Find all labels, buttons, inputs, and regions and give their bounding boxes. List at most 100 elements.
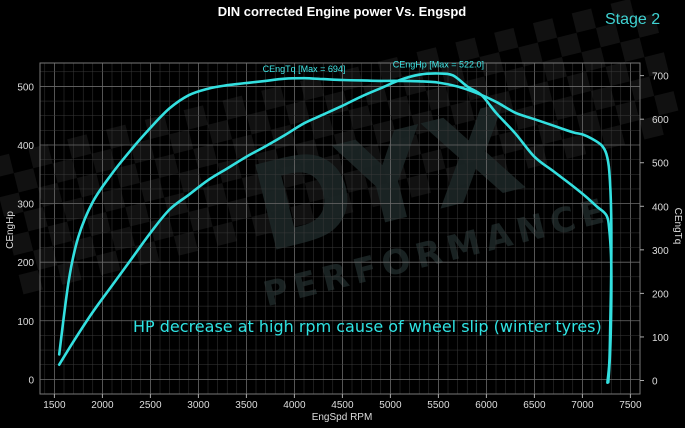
watermark-check-square xyxy=(207,119,233,145)
x-tick-label: 1500 xyxy=(43,400,66,411)
watermark-check-square xyxy=(406,173,431,198)
y-right-tick-label: 300 xyxy=(652,246,669,257)
watermark-check-square xyxy=(300,76,325,101)
watermark-check-square xyxy=(615,100,640,125)
right-axis-ticks: 0 100 200 300 400 500 600 700 xyxy=(640,72,669,387)
watermark-check-square xyxy=(319,153,344,179)
watermark-check-square xyxy=(421,149,446,174)
watermark-check-square xyxy=(581,47,606,72)
watermark-check-square xyxy=(450,100,475,125)
y-right-tick-label: 400 xyxy=(652,202,669,213)
y-right-tick-label: 200 xyxy=(652,289,669,300)
watermark-check-square xyxy=(455,37,480,62)
x-tick-label: 4000 xyxy=(283,400,306,411)
y-left-tick-label: 200 xyxy=(17,258,34,269)
x-tick-label: 2000 xyxy=(91,400,114,411)
watermark-check-square xyxy=(329,192,354,217)
watermark-check-square xyxy=(91,148,116,174)
watermark-check-square xyxy=(644,52,669,77)
left-axis-ticks: 0 100 200 300 400 500 xyxy=(17,82,34,386)
x-tick-label: 4500 xyxy=(331,400,354,411)
watermark-check-square xyxy=(382,158,407,184)
watermark-check-square xyxy=(561,134,587,159)
watermark-check-square xyxy=(52,158,77,183)
x-tick-label: 3000 xyxy=(187,400,210,411)
series-labels: CEngTq [Max = 694] CEngHp [Max = 522.0] xyxy=(263,60,484,75)
watermark-check-square xyxy=(8,231,34,256)
watermark-check-square xyxy=(518,42,543,67)
watermark-check-square xyxy=(101,187,126,212)
watermark-check-square xyxy=(634,13,660,38)
watermark-check-square xyxy=(494,27,519,53)
x-tick-label: 5500 xyxy=(427,400,450,411)
y-axis-left-label: CEngHp xyxy=(5,211,16,249)
power-series-label: CEngHp [Max = 522.0] xyxy=(393,60,484,70)
watermark-check-square xyxy=(591,86,616,111)
watermark-check-square xyxy=(0,153,14,178)
watermark-check-square xyxy=(620,37,645,62)
watermark-check-square xyxy=(144,115,170,140)
y-left-tick-label: 500 xyxy=(17,82,34,93)
watermark-check-square xyxy=(67,134,92,159)
watermark-check-square xyxy=(358,144,383,169)
x-tick-label: 7000 xyxy=(571,400,594,411)
watermark-check-square xyxy=(188,207,213,232)
stage-label: Stage 2 xyxy=(605,11,660,28)
watermark-check-square xyxy=(246,110,271,135)
watermark-check-square xyxy=(532,18,558,43)
y-left-tick-label: 0 xyxy=(28,375,34,386)
watermark-check-square xyxy=(610,0,635,24)
watermark-check-square xyxy=(23,207,48,232)
watermark-check-square xyxy=(241,173,267,198)
watermark-check-square xyxy=(484,154,509,179)
y-left-tick-label: 300 xyxy=(17,200,34,211)
watermark-check-square xyxy=(169,129,194,154)
watermark-check-square xyxy=(261,85,286,111)
x-tick-label: 6000 xyxy=(475,400,498,411)
watermark-check-square xyxy=(222,95,247,120)
watermark-check-square xyxy=(460,139,485,164)
y-right-tick-label: 0 xyxy=(652,376,658,387)
plot-area-border xyxy=(39,62,641,395)
watermark-check-square xyxy=(309,115,334,140)
watermark-check-square xyxy=(0,192,24,217)
grid xyxy=(40,63,640,394)
x-axis-label: EngSpd RPM xyxy=(312,412,373,423)
watermark-check-square xyxy=(76,173,102,198)
watermark-check-square xyxy=(18,270,43,295)
y-left-tick-label: 400 xyxy=(17,141,34,152)
watermark-check-square xyxy=(654,91,679,116)
watermark-check-square xyxy=(212,221,237,247)
watermark-check-square xyxy=(256,149,281,174)
watermark-check-square xyxy=(290,202,315,227)
watermark-check-square xyxy=(571,8,596,33)
series-curves xyxy=(57,72,613,384)
watermark-check-square xyxy=(13,168,39,193)
torque-series-label: CEngTq [Max = 694] xyxy=(263,64,346,74)
watermark-check-square xyxy=(139,178,165,203)
watermark-check-square xyxy=(149,216,174,242)
watermark-check-square xyxy=(33,245,58,271)
x-axis-ticks: 1500 2000 2500 3000 3500 4000 4500 5000 5500 6000… xyxy=(43,394,642,411)
watermark-check-square xyxy=(285,100,310,125)
watermark-check-square xyxy=(47,221,72,246)
watermark-check-square xyxy=(411,110,436,135)
watermark-check-square xyxy=(605,61,630,87)
watermark-check-square xyxy=(183,105,208,130)
watermark-check-square xyxy=(217,158,242,183)
annotation-text: HP decrease at high rpm cause of wheel s… xyxy=(133,317,602,336)
watermark-check-square xyxy=(629,76,655,101)
power-curve xyxy=(57,72,613,384)
x-tick-label: 2500 xyxy=(139,400,162,411)
x-tick-label: 7500 xyxy=(619,400,642,411)
watermark-check-square xyxy=(639,115,664,140)
watermark-check-square xyxy=(600,124,626,150)
y-right-tick-label: 600 xyxy=(652,115,669,126)
watermark-check-square xyxy=(232,134,257,159)
y-right-tick-label: 700 xyxy=(652,72,669,83)
watermark-check-square xyxy=(348,105,373,130)
watermark-check-square xyxy=(416,47,441,72)
watermark-check-square xyxy=(338,66,364,91)
watermark-check-square xyxy=(193,144,218,169)
